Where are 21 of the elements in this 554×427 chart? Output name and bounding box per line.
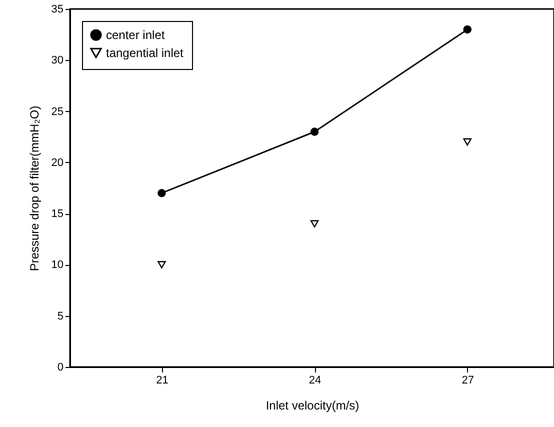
y-tick-label: 25	[51, 106, 64, 118]
y-tick-label: 30	[51, 54, 64, 67]
point	[310, 128, 319, 136]
x-tick-label: 21	[156, 374, 168, 386]
legend-label: tangential inlet	[106, 46, 184, 60]
point	[463, 138, 472, 146]
point	[463, 25, 472, 34]
y-tick-label: 10	[51, 259, 64, 272]
point	[158, 188, 166, 198]
y-tick-label: 35	[51, 4, 64, 16]
y-tick-label: 5	[57, 310, 64, 322]
point	[158, 261, 166, 268]
x-axis-title: Inlet velocity(m/s)	[266, 398, 360, 412]
legend-label: center inlet	[106, 28, 166, 42]
y-tick-label: 0	[57, 362, 64, 374]
x-tick-label: 24	[308, 374, 322, 386]
y-tick-label: 20	[51, 156, 64, 169]
x-tick-label: 27	[462, 374, 474, 386]
point	[310, 220, 319, 228]
y-axis-title: Pressure drop of filter(mmH₂O)	[27, 106, 42, 272]
y-tick-label: 15	[51, 208, 64, 220]
